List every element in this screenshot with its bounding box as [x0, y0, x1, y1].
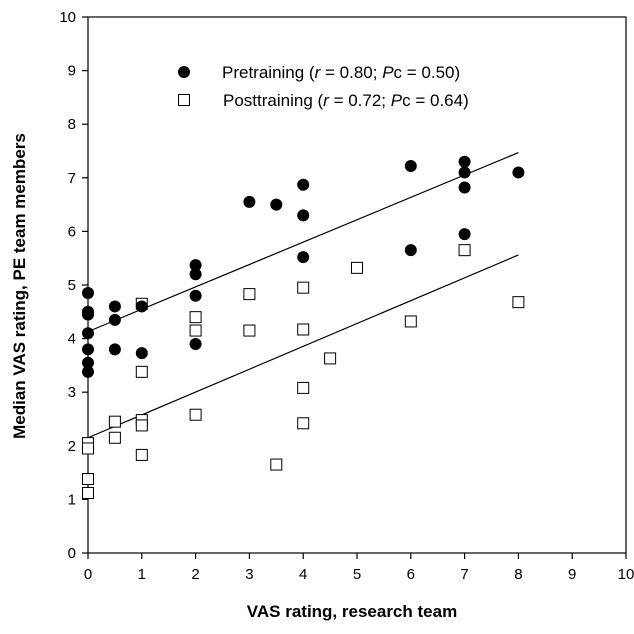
posttraining-point [108, 415, 121, 428]
x-tick-label: 9 [568, 566, 576, 583]
pretraining-point [297, 251, 310, 264]
pretraining-point [82, 287, 94, 300]
pretraining-point [135, 300, 148, 313]
x-tick-label: 10 [618, 566, 634, 583]
y-tick-label: 8 [68, 116, 76, 133]
posttraining-legend-marker [178, 94, 190, 106]
y-tick-label: 3 [68, 384, 76, 401]
y-tick-label: 2 [68, 438, 76, 455]
posttraining-legend-label: Posttraining (r = 0.72; Pc = 0.64) [223, 91, 469, 110]
posttraining-point [189, 324, 202, 337]
posttraining-point [297, 417, 310, 430]
posttraining-point [243, 324, 256, 337]
pretraining-point [82, 308, 94, 321]
x-axis-title: VAS rating, research team [247, 602, 457, 621]
y-tick-label: 4 [68, 331, 76, 348]
posttraining-point [351, 261, 363, 274]
legend: Pretraining (r = 0.80; Pc = 0.50) Posttra… [178, 63, 469, 110]
x-tick-label: 5 [353, 566, 361, 583]
posttraining-point [243, 288, 256, 301]
pretraining-point [108, 300, 121, 313]
y-axis-ticks: 0 1 2 3 4 5 6 7 8 9 10 [59, 9, 88, 562]
posttraining-point [82, 473, 94, 486]
pretraining-point [189, 268, 202, 281]
x-tick-label: 3 [245, 566, 253, 583]
pretraining-point [404, 160, 417, 173]
y-tick-label: 1 [68, 491, 76, 508]
regression-lines [87, 152, 519, 439]
posttraining-point [82, 442, 94, 455]
posttraining-point [135, 419, 148, 432]
posttraining-point [135, 448, 148, 461]
pretraining-legend-marker [178, 66, 190, 78]
pretraining-point [189, 337, 202, 350]
pretraining-legend-label: Pretraining (r = 0.80; Pc = 0.50) [222, 63, 460, 82]
posttraining-point [404, 315, 417, 328]
y-tick-label: 0 [68, 545, 76, 562]
pretraining-point [82, 327, 94, 340]
y-tick-label: 7 [68, 170, 76, 187]
pretraining-point [108, 343, 121, 356]
y-tick-label: 6 [68, 223, 76, 240]
pretraining-point [458, 166, 471, 179]
posttraining-point [189, 408, 202, 421]
y-tick-label: 10 [59, 9, 76, 26]
pretraining-point [108, 313, 121, 326]
pretraining-point [189, 259, 202, 272]
posttraining-regression-line [87, 254, 519, 439]
y-tick-label: 5 [68, 277, 76, 294]
pretraining-point [82, 356, 94, 369]
x-tick-label: 6 [407, 566, 415, 583]
data-points [82, 155, 525, 499]
posttraining-point [189, 311, 202, 324]
pretraining-point [297, 209, 310, 222]
pretraining-point [82, 343, 94, 356]
posttraining-point [297, 281, 310, 294]
posttraining-point [297, 323, 310, 336]
y-tick-label: 9 [68, 63, 76, 80]
x-tick-label: 1 [138, 566, 146, 583]
pretraining-point [458, 228, 471, 241]
pretraining-point [297, 178, 310, 191]
posttraining-point [270, 458, 283, 471]
x-tick-label: 8 [514, 566, 522, 583]
pretraining-point [512, 166, 525, 179]
pretraining-point [404, 244, 417, 257]
x-tick-label: 0 [84, 566, 92, 583]
x-tick-label: 7 [460, 566, 468, 583]
pretraining-point [458, 181, 471, 194]
posttraining-point [512, 296, 525, 309]
pretraining-point [189, 289, 202, 302]
x-tick-label: 2 [191, 566, 199, 583]
posttraining-point [82, 486, 94, 499]
pretraining-point [270, 198, 283, 211]
pretraining-point [135, 347, 148, 360]
pretraining-point [82, 365, 94, 378]
pretraining-point [458, 155, 471, 168]
posttraining-point [324, 352, 337, 365]
x-axis-ticks: 0 1 2 3 4 5 6 7 8 9 10 [84, 553, 634, 583]
posttraining-point [135, 365, 148, 378]
pretraining-point [243, 195, 256, 208]
pretraining-regression-line [87, 152, 519, 333]
posttraining-point [458, 244, 471, 257]
x-tick-label: 4 [299, 566, 307, 583]
posttraining-point [108, 431, 121, 444]
y-axis-title: Median VAS rating, PE team members [10, 133, 29, 439]
posttraining-point [297, 381, 310, 394]
